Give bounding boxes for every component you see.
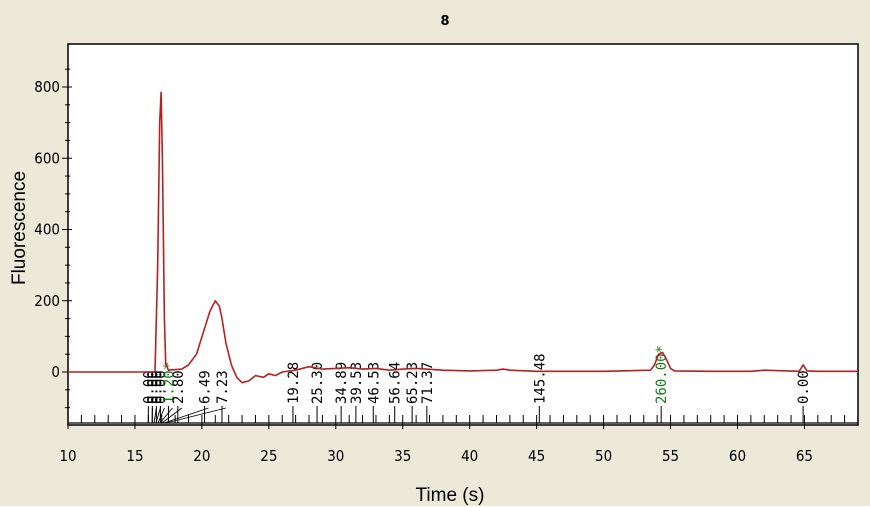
x-tick-label: 45 [528, 447, 545, 465]
y-tick-label: 200 [34, 292, 60, 310]
plot-layer: 10 15 20 25 30 35 40 45 50 55 60 65 0 200 400 600 800 0.0… [34, 44, 858, 465]
y-tick-label: 0 [51, 363, 60, 381]
x-axis-label-box: Time (s) [346, 485, 554, 506]
chart-title: 8 [430, 14, 460, 29]
x-tick-label: 15 [126, 447, 143, 465]
y-tick-label: 600 [34, 149, 60, 167]
x-tick-label: 50 [595, 447, 612, 465]
x-axis-label: Time (s) [346, 485, 554, 507]
plot-area [68, 44, 858, 425]
annotation-label: 19.28 [286, 362, 302, 404]
annotation-label: 0.00 [796, 370, 812, 404]
x-tick-label: 35 [394, 447, 411, 465]
x-tick-label: 60 [729, 447, 746, 465]
x-tick-label: 30 [327, 447, 344, 465]
annotation-label: 7.23 [215, 370, 231, 404]
x-tick-label: 55 [662, 447, 679, 465]
x-tick-label: 25 [260, 447, 277, 465]
annotation-label: 260.00* [654, 345, 670, 404]
y-tick-label: 400 [34, 221, 60, 239]
x-tick-label: 40 [461, 447, 478, 465]
x-tick-label: 65 [796, 447, 813, 465]
x-tick-label: 10 [59, 447, 76, 465]
y-tick-label: 800 [34, 78, 60, 96]
annotation-label: 145.48 [532, 353, 548, 404]
x-tick-label: 20 [193, 447, 210, 465]
annotation-label: 56.64 [388, 362, 404, 404]
annotation-label: 2.80 [171, 370, 187, 404]
annotation-label: 6.49 [198, 370, 214, 404]
y-axis-label: Fluorescence [9, 171, 31, 285]
